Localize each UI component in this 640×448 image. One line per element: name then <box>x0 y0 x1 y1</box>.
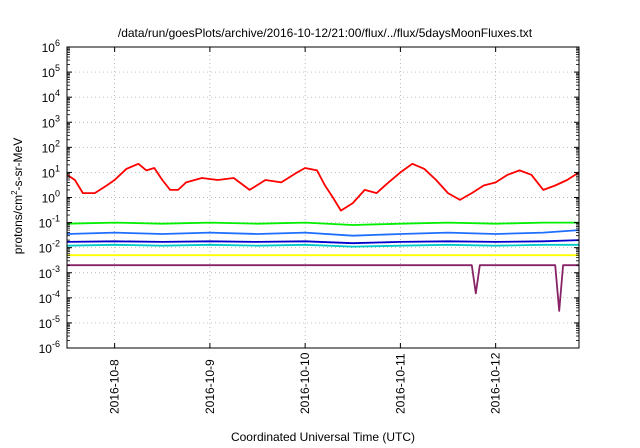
y-tick-exponent: -5 <box>52 314 60 324</box>
y-tick-exponent: -2 <box>52 239 60 249</box>
y-tick-label: 103 <box>42 113 60 130</box>
y-tick-base: 10 <box>42 166 56 180</box>
y-tick-base: 10 <box>39 267 53 281</box>
y-tick-label: 10-1 <box>39 214 60 231</box>
y-tick-exponent: 6 <box>55 38 60 48</box>
y-tick-label: 104 <box>42 88 60 105</box>
series-line-1 <box>66 162 580 212</box>
x-tick-label: 2016-10-11 <box>393 353 407 414</box>
y-label-rest: -s-sr-MeV <box>11 138 25 191</box>
y-tick-base: 10 <box>42 192 56 206</box>
y-tick-label: 102 <box>42 138 60 155</box>
y-tick-label: 10-2 <box>39 239 60 256</box>
y-tick-base: 10 <box>42 41 56 55</box>
y-tick-label: 101 <box>42 163 60 180</box>
y-tick-exponent: 2 <box>55 138 60 148</box>
y-tick-exponent: 0 <box>55 189 60 199</box>
x-axis: 2016-10-8 2016-10-9 2016-10-10 2016-10-11 20… <box>108 47 503 414</box>
y-tick-base: 10 <box>42 66 56 80</box>
y-tick-base: 10 <box>39 292 53 306</box>
y-tick-base: 10 <box>42 91 56 105</box>
y-tick-exponent: 5 <box>55 63 60 73</box>
series-layer <box>66 162 580 312</box>
x-axis-label: Coordinated Universal Time (UTC) <box>231 430 415 444</box>
y-tick-label: 105 <box>42 63 60 80</box>
y-tick-exponent: -6 <box>52 339 60 349</box>
y-tick-label: 106 <box>42 38 60 55</box>
y-tick-exponent: 1 <box>55 163 60 173</box>
y-tick-base: 10 <box>39 217 53 231</box>
x-tick-label: 2016-10-10 <box>298 352 312 414</box>
x-tick-label: 2016-10-9 <box>203 359 217 414</box>
y-tick-base: 10 <box>39 317 53 331</box>
x-tick-label: 2016-10-12 <box>489 352 503 414</box>
y-tick-exponent: -3 <box>52 264 60 274</box>
series-line-7 <box>67 264 579 312</box>
y-tick-base: 10 <box>39 242 53 256</box>
y-tick-label: 100 <box>42 189 60 206</box>
y-axis-label: protons/cm2-s-sr-MeV <box>10 138 25 254</box>
y-tick-exponent: 4 <box>55 88 60 98</box>
y-tick-base: 10 <box>42 141 56 155</box>
y-label-sup: 2 <box>10 190 19 195</box>
y-label-main: protons/cm <box>11 195 25 254</box>
y-tick-label: 10-3 <box>39 264 60 281</box>
y-tick-base: 10 <box>42 116 56 130</box>
series-line-3 <box>66 229 580 237</box>
chart-title: /data/run/goesPlots/archive/2016-10-12/2… <box>118 26 533 40</box>
y-tick-label: 10-5 <box>39 314 60 331</box>
y-tick-exponent: -4 <box>52 289 60 299</box>
grid <box>67 47 579 348</box>
y-tick-exponent: 3 <box>55 113 60 123</box>
y-tick-label: 10-4 <box>39 289 60 306</box>
y-tick-label: 10-6 <box>39 339 60 356</box>
series-line-5 <box>66 239 580 245</box>
y-axis: 10-610-510-410-310-210-11001011021031041… <box>39 38 579 356</box>
series-line-2 <box>66 221 579 226</box>
y-tick-base: 10 <box>39 342 53 356</box>
series-line-4 <box>66 243 579 248</box>
y-tick-exponent: -1 <box>52 214 60 224</box>
x-tick-label: 2016-10-8 <box>108 359 122 414</box>
